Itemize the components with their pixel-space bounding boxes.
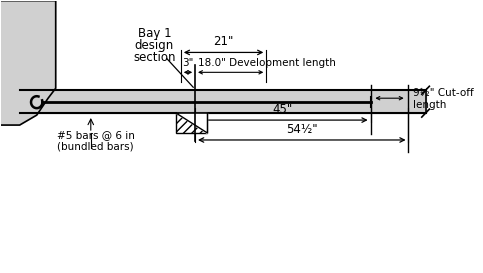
Polygon shape <box>176 113 207 133</box>
Text: Bay 1: Bay 1 <box>138 27 171 40</box>
Text: #5 bars @ 6 in
(bundled bars): #5 bars @ 6 in (bundled bars) <box>57 130 134 152</box>
Text: 9½" Cut-off
length: 9½" Cut-off length <box>413 88 474 110</box>
Text: 3": 3" <box>182 58 194 68</box>
Text: design: design <box>135 39 174 52</box>
Text: 21": 21" <box>213 35 234 48</box>
Polygon shape <box>20 90 426 113</box>
Bar <box>176 113 207 133</box>
Text: 45": 45" <box>273 103 293 116</box>
Polygon shape <box>0 1 56 125</box>
Text: section: section <box>133 51 176 64</box>
Text: 18.0" Development length: 18.0" Development length <box>198 58 336 68</box>
Text: 54½": 54½" <box>286 123 318 136</box>
